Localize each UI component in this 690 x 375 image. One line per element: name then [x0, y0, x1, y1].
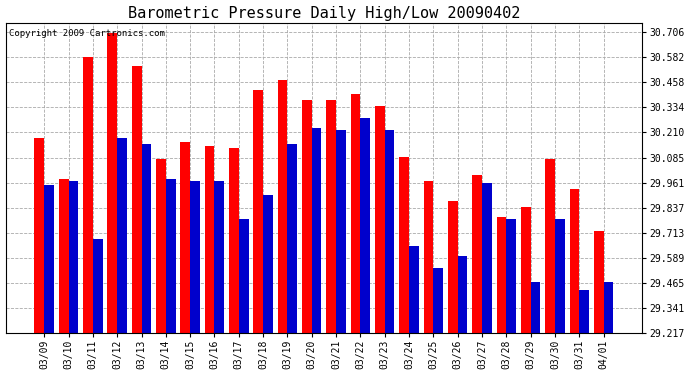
Bar: [497, 217, 506, 333]
Bar: [83, 57, 93, 333]
Bar: [594, 231, 604, 333]
Bar: [472, 175, 482, 333]
Bar: [482, 183, 492, 333]
Bar: [215, 181, 224, 333]
Bar: [68, 181, 78, 333]
Bar: [326, 100, 336, 333]
Bar: [506, 219, 516, 333]
Bar: [336, 130, 346, 333]
Bar: [457, 256, 467, 333]
Bar: [604, 282, 613, 333]
Bar: [555, 219, 564, 333]
Bar: [205, 147, 215, 333]
Bar: [263, 195, 273, 333]
Title: Barometric Pressure Daily High/Low 20090402: Barometric Pressure Daily High/Low 20090…: [128, 6, 520, 21]
Bar: [253, 90, 263, 333]
Bar: [229, 148, 239, 333]
Bar: [531, 282, 540, 333]
Bar: [59, 179, 68, 333]
Bar: [448, 201, 457, 333]
Bar: [580, 290, 589, 333]
Bar: [239, 219, 248, 333]
Bar: [385, 130, 395, 333]
Bar: [545, 159, 555, 333]
Bar: [312, 128, 322, 333]
Bar: [93, 240, 103, 333]
Bar: [302, 100, 312, 333]
Bar: [34, 138, 44, 333]
Bar: [521, 207, 531, 333]
Text: Copyright 2009 Cartronics.com: Copyright 2009 Cartronics.com: [9, 29, 165, 38]
Bar: [351, 94, 360, 333]
Bar: [400, 157, 409, 333]
Bar: [424, 181, 433, 333]
Bar: [433, 268, 443, 333]
Bar: [132, 66, 141, 333]
Bar: [141, 144, 151, 333]
Bar: [288, 144, 297, 333]
Bar: [569, 189, 580, 333]
Bar: [180, 142, 190, 333]
Bar: [117, 138, 127, 333]
Bar: [108, 33, 117, 333]
Bar: [277, 80, 288, 333]
Bar: [190, 181, 200, 333]
Bar: [409, 246, 419, 333]
Bar: [44, 185, 54, 333]
Bar: [360, 118, 370, 333]
Bar: [166, 179, 175, 333]
Bar: [156, 159, 166, 333]
Bar: [375, 106, 385, 333]
